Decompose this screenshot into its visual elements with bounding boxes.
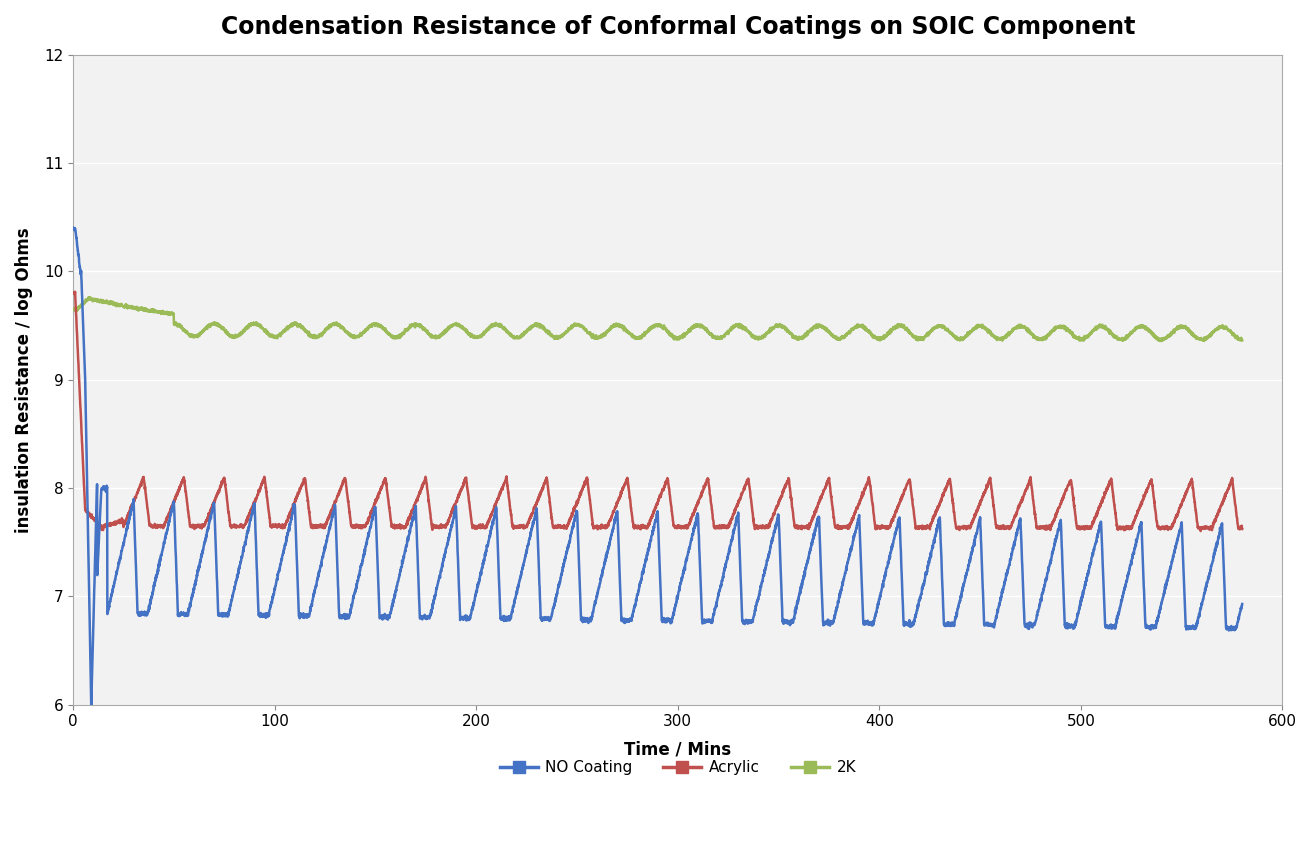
Y-axis label: insulation Resistance / log Ohms: insulation Resistance / log Ohms: [14, 227, 33, 533]
X-axis label: Time / Mins: Time / Mins: [625, 740, 731, 758]
Legend: NO Coating, Acrylic, 2K: NO Coating, Acrylic, 2K: [493, 754, 862, 782]
Title: Condensation Resistance of Conformal Coatings on SOIC Component: Condensation Resistance of Conformal Coa…: [220, 15, 1135, 39]
